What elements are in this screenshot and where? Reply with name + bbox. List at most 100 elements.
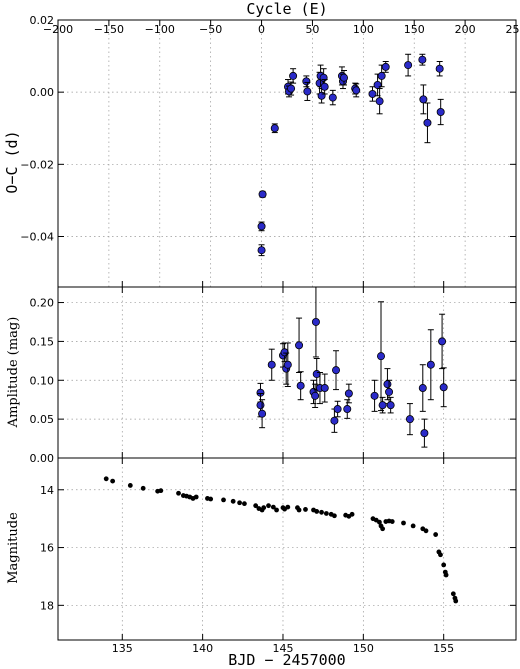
data-point <box>158 488 164 494</box>
top-x-tick-label: 50 <box>305 23 319 36</box>
data-point <box>270 124 279 133</box>
data-point <box>370 391 379 400</box>
top-x-tick-label: 0 <box>258 23 265 36</box>
data-point <box>330 416 339 425</box>
data-point <box>320 82 329 91</box>
data-point <box>295 341 304 350</box>
data-point <box>352 86 361 95</box>
data-point <box>375 97 384 106</box>
plot-frame <box>57 457 517 641</box>
y-tick-label: 0.15 <box>30 335 55 348</box>
panel-amplitude: 0.00 0.05 0.10 0.15 0.20 <box>30 286 517 465</box>
data-point <box>296 381 305 390</box>
bottom-axis-title: BJD − 2457000 <box>228 651 345 669</box>
magnitude-axis-title: Magnitude <box>6 512 21 584</box>
data-point <box>311 317 320 326</box>
data-point <box>328 93 337 102</box>
data-point <box>349 511 355 517</box>
data-point <box>258 190 267 199</box>
y-tick-label: −0.04 <box>20 230 54 243</box>
bottom-x-tick-label: 140 <box>192 642 213 655</box>
y-tick-label: 14 <box>40 484 54 497</box>
data-point <box>303 87 312 96</box>
data-point <box>176 490 181 496</box>
data-point <box>319 73 328 82</box>
data-point <box>386 401 395 410</box>
data-point <box>439 383 448 392</box>
data-point <box>266 503 271 509</box>
bottom-x-tick-label: 155 <box>433 642 454 655</box>
data-point <box>256 401 265 410</box>
data-point <box>285 504 291 510</box>
data-point <box>453 598 459 604</box>
data-point <box>344 389 353 398</box>
data-point <box>317 91 326 100</box>
data-point <box>314 509 320 514</box>
data-point <box>380 526 386 532</box>
data-point <box>312 370 321 379</box>
data-point <box>221 497 226 503</box>
data-point <box>127 483 133 488</box>
data-point <box>385 387 394 396</box>
y-tick-label: −0.02 <box>20 158 54 171</box>
oc-axis-title: O−C (d) <box>3 130 21 193</box>
top-x-tick-label: −200 <box>43 23 73 36</box>
data-point <box>423 118 432 127</box>
top-x-tick-label: −50 <box>199 23 222 36</box>
data-point <box>450 591 456 597</box>
data-point <box>140 485 146 491</box>
y-tick-label: 0.00 <box>30 86 55 99</box>
data-point <box>436 108 445 117</box>
top-x-tick-label: 100 <box>353 23 374 36</box>
y-tick-label: 0.20 <box>30 297 55 310</box>
data-point <box>383 380 392 389</box>
data-point <box>410 523 416 529</box>
data-point <box>267 360 276 369</box>
data-point <box>418 55 427 64</box>
data-point <box>257 246 266 255</box>
data-point <box>332 513 337 519</box>
bottom-x-tick-label: 145 <box>272 642 293 655</box>
top-axis-title: Cycle (E) <box>246 0 327 18</box>
data-point <box>261 505 267 511</box>
panel-oc: 0.02 0.00 −0.02 −0.04 −200 −150 −100 −50 0 50 100 1… <box>20 14 520 288</box>
data-point <box>253 503 259 509</box>
data-point <box>257 222 266 231</box>
data-point <box>274 507 279 513</box>
data-point <box>333 405 342 414</box>
data-point <box>377 71 386 80</box>
data-point <box>343 405 352 414</box>
data-point <box>438 337 447 346</box>
top-x-tick-label: −100 <box>145 23 175 36</box>
data-point <box>242 501 247 507</box>
data-point <box>296 507 302 513</box>
data-point <box>193 494 199 500</box>
data-point <box>208 496 214 502</box>
bottom-x-tick-label: 150 <box>353 642 374 655</box>
data-point <box>438 552 443 558</box>
top-x-tick-label: 250 <box>506 23 520 36</box>
data-point <box>401 520 406 526</box>
data-point <box>441 562 447 568</box>
data-point <box>302 77 311 86</box>
data-point <box>319 509 324 515</box>
data-point <box>381 62 390 71</box>
amplitude-axis-title: Amplitude (mag) <box>6 317 21 429</box>
y-tick-label: 16 <box>40 542 54 555</box>
data-point <box>323 511 329 516</box>
data-point <box>237 500 242 506</box>
plot-frame <box>57 19 517 288</box>
data-point <box>339 73 348 82</box>
y-tick-label: 0.00 <box>30 452 55 465</box>
data-point <box>433 532 439 537</box>
data-point <box>311 391 320 400</box>
y-tick-label: 0.02 <box>30 14 55 27</box>
top-x-tick-label: 150 <box>404 23 425 36</box>
data-point <box>377 352 386 361</box>
data-point <box>404 61 413 70</box>
data-point <box>426 360 435 369</box>
data-point <box>368 89 377 98</box>
data-point <box>378 401 387 410</box>
data-point <box>280 348 289 357</box>
data-point <box>283 360 292 369</box>
